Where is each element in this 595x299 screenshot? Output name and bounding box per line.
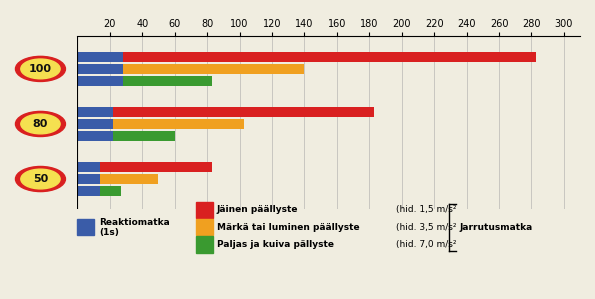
Bar <box>123 52 536 62</box>
Bar <box>100 162 212 172</box>
Bar <box>113 131 175 141</box>
Bar <box>100 174 158 184</box>
Text: Reaktiomatka
(1s): Reaktiomatka (1s) <box>99 218 170 237</box>
Bar <box>77 52 123 62</box>
Bar <box>77 76 123 86</box>
Bar <box>123 76 212 86</box>
Bar <box>77 186 100 196</box>
Text: (hid. 1,5 m/s²: (hid. 1,5 m/s² <box>396 205 456 214</box>
Bar <box>77 119 113 129</box>
Bar <box>77 64 123 74</box>
Bar <box>113 107 374 117</box>
Bar <box>100 186 121 196</box>
Bar <box>77 107 113 117</box>
Bar <box>113 119 245 129</box>
Bar <box>77 162 100 172</box>
Text: Märkä tai luminen päällyste: Märkä tai luminen päällyste <box>217 223 359 232</box>
Text: Paljas ja kuiva pällyste: Paljas ja kuiva pällyste <box>217 240 334 249</box>
Text: 80: 80 <box>33 119 48 129</box>
Text: 50: 50 <box>33 174 48 184</box>
Bar <box>77 131 113 141</box>
Text: 100: 100 <box>29 64 52 74</box>
Text: (hid. 3,5 m/s²: (hid. 3,5 m/s² <box>396 223 456 232</box>
Bar <box>123 64 305 74</box>
Bar <box>77 174 100 184</box>
Text: Jarrutusmatka: Jarrutusmatka <box>459 223 533 232</box>
Text: (hid. 7,0 m/s²: (hid. 7,0 m/s² <box>396 240 456 249</box>
Text: Jäinen päällyste: Jäinen päällyste <box>217 205 298 214</box>
